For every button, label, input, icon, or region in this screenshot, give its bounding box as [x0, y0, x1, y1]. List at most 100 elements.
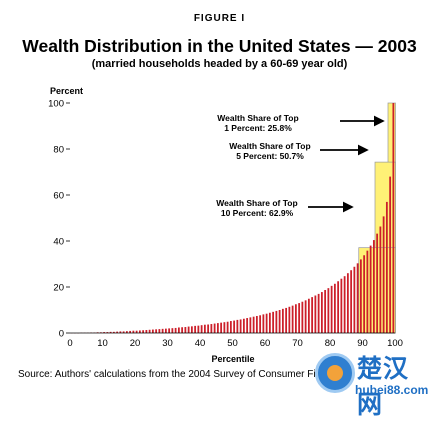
watermark-logo-icon [315, 353, 355, 393]
bar [168, 328, 170, 333]
bar [220, 323, 222, 333]
y-axis-ticks: 0 20 40 60 80 100 [48, 99, 70, 340]
x-tick-label: 60 [260, 338, 271, 349]
bar [344, 276, 346, 333]
watermark: 楚汉网 hubei88.com [315, 349, 433, 401]
bar [373, 240, 375, 333]
bar [227, 322, 229, 333]
bar [292, 306, 294, 333]
bar [376, 234, 378, 333]
bar [350, 270, 352, 333]
bar [149, 330, 151, 333]
bar [275, 311, 277, 333]
bar [191, 326, 193, 333]
x-tick-label: 0 [67, 338, 72, 349]
bar [262, 314, 264, 333]
bar [324, 290, 326, 333]
bar [327, 288, 329, 333]
bar [201, 325, 203, 333]
bar [363, 255, 365, 333]
bar [178, 327, 180, 333]
bar [188, 327, 190, 333]
annotation-top-1-line-1: Wealth Share of Top [217, 113, 298, 123]
bar [171, 328, 173, 333]
bar [230, 321, 232, 333]
bar [282, 309, 284, 333]
x-tick-label: 20 [130, 338, 141, 349]
bar [272, 312, 274, 333]
bar [155, 329, 157, 333]
bar [298, 303, 300, 333]
bar [357, 263, 359, 333]
bar [366, 251, 368, 333]
bar [197, 326, 199, 333]
y-tick-label: 40 [53, 237, 64, 248]
bar [308, 299, 310, 333]
bar [259, 315, 261, 333]
bar [340, 279, 342, 333]
bar [337, 281, 339, 333]
bar [314, 296, 316, 333]
bar [233, 321, 235, 333]
bar [162, 329, 164, 333]
bar [210, 324, 212, 333]
bar [249, 317, 251, 333]
y-tick-label: 0 [59, 329, 64, 340]
bar [288, 307, 290, 333]
bar [181, 327, 183, 333]
bar [145, 330, 147, 333]
y-axis-label: Percent [50, 86, 83, 96]
annotation-top-5-line-2: 5 Percent: 50.7% [236, 151, 304, 161]
x-tick-label: 80 [325, 338, 336, 349]
bar [253, 317, 255, 333]
annotation-top-5-line-1: Wealth Share of Top [229, 141, 310, 151]
bar [223, 322, 225, 333]
bar [331, 286, 333, 333]
bar [152, 330, 154, 333]
bar [334, 284, 336, 333]
bar [389, 177, 391, 333]
bar [347, 273, 349, 333]
bar [165, 329, 167, 333]
bar [158, 329, 160, 333]
bar [184, 327, 186, 333]
bar [318, 294, 320, 333]
bar [243, 319, 245, 333]
bar [236, 320, 238, 333]
bar [240, 319, 242, 333]
x-tick-label: 30 [162, 338, 173, 349]
bar [207, 324, 209, 333]
bar-series [71, 103, 395, 333]
x-axis-label: Percentile [211, 354, 254, 364]
chart-canvas: Percent Percentile 0 20 40 60 80 100 0 10 20 30 4… [0, 0, 439, 405]
bar [383, 216, 385, 333]
x-tick-label: 70 [292, 338, 303, 349]
watermark-url: hubei88.com [355, 383, 428, 397]
annotation-top-1-line-2: 1 Percent: 25.8% [224, 123, 292, 133]
bar [370, 246, 372, 333]
bar [279, 310, 281, 333]
x-tick-label: 40 [195, 338, 206, 349]
y-tick-label: 20 [53, 283, 64, 294]
bar [246, 318, 248, 333]
bar [295, 304, 297, 333]
x-tick-label: 90 [357, 338, 368, 349]
bar [386, 202, 388, 333]
y-tick-label: 60 [53, 191, 64, 202]
bar [214, 324, 216, 333]
bar [194, 326, 196, 333]
x-tick-label: 100 [387, 338, 403, 349]
bar [256, 316, 258, 333]
annotation-top-10-line-2: 10 Percent: 62.9% [221, 208, 294, 218]
y-tick-label: 100 [48, 99, 64, 110]
bar [217, 323, 219, 333]
x-tick-label: 10 [97, 338, 108, 349]
bar [301, 302, 303, 333]
bar [175, 328, 177, 333]
source-note: Source: Authors' calculations from the 2… [18, 369, 351, 380]
y-tick-label: 80 [53, 145, 64, 156]
bar [266, 314, 268, 333]
bar [321, 292, 323, 333]
bar [360, 259, 362, 333]
